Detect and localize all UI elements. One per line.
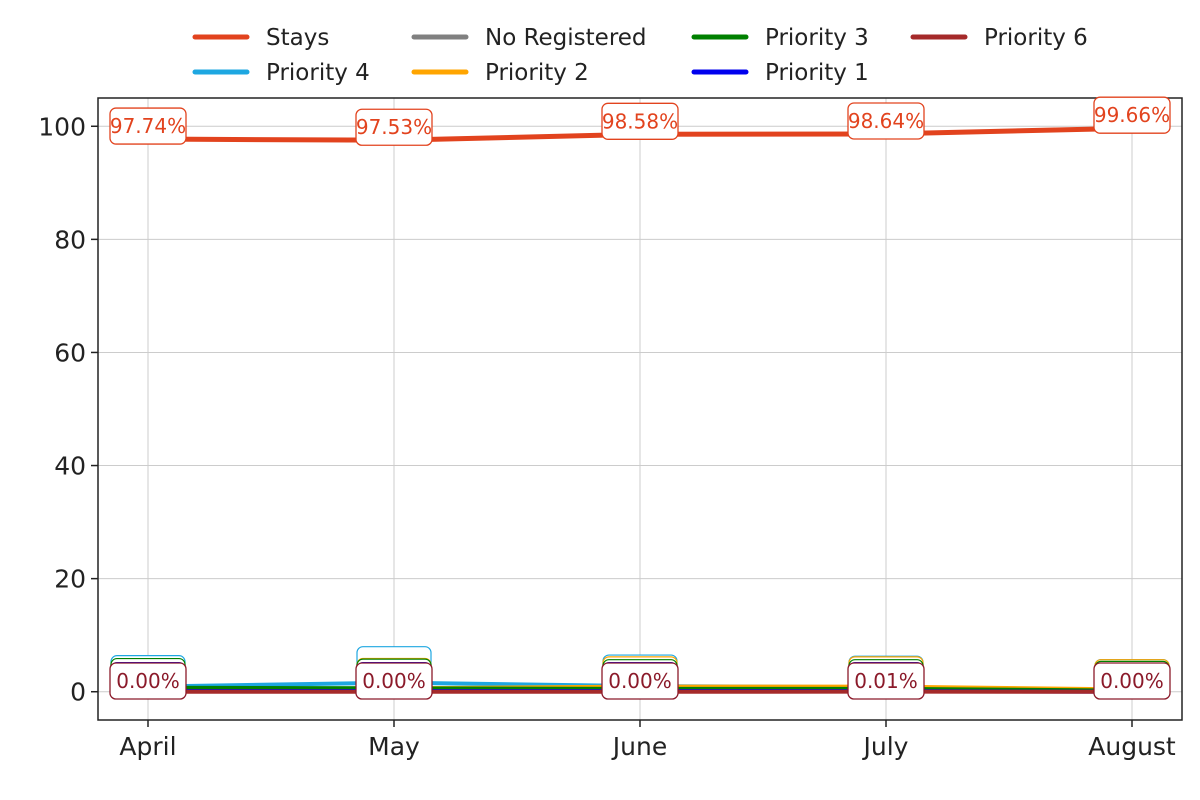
data-label-priority-6: 0.00% (1093, 662, 1171, 700)
y-tick-label: 0 (70, 678, 86, 707)
data-label-text: 0.01% (854, 669, 918, 693)
y-tick-label: 40 (54, 452, 86, 481)
data-label-stays: 99.66% (1093, 96, 1171, 134)
legend-item-priority-1: Priority 1 (691, 60, 869, 86)
data-label-text: 98.64% (848, 109, 924, 133)
data-labels: 97.74% 97.53% 98.58% 98.64% 99.66% 0.00% 0.00%… (109, 96, 1171, 700)
data-label-stays: 98.58% (601, 102, 679, 140)
label-box (355, 662, 433, 700)
data-label-text: 97.53% (356, 115, 432, 139)
legend-label: Priority 2 (485, 60, 589, 86)
label-box (601, 102, 679, 140)
data-label-text: 0.00% (116, 669, 180, 693)
x-axis: April May June July August (119, 720, 1176, 761)
legend-item-priority-6: Priority 6 (910, 25, 1088, 51)
legend-item-no-registered: No Registered (411, 25, 647, 51)
x-tick-label: May (368, 732, 420, 761)
y-axis: 0 20 40 60 80 100 (38, 112, 98, 707)
legend-label: Stays (266, 25, 329, 51)
x-tick-label: July (862, 732, 909, 761)
y-tick-label: 100 (38, 112, 86, 141)
data-label-text: 98.58% (602, 109, 678, 133)
legend-item-priority-4: Priority 4 (192, 60, 370, 86)
legend-label: Priority 6 (984, 25, 1088, 51)
data-label-priority-6: 0.01% (847, 662, 925, 700)
x-tick-label: April (119, 732, 176, 761)
data-label-stays: 98.64% (847, 102, 925, 140)
legend-label: No Registered (485, 25, 647, 51)
legend-item-stays: Stays (192, 25, 329, 51)
data-label-text: 0.00% (608, 669, 672, 693)
legend-label: Priority 3 (765, 25, 869, 51)
x-tick-label: August (1088, 732, 1176, 761)
data-label-stays: 97.53% (355, 108, 433, 146)
legend-label: Priority 4 (266, 60, 370, 86)
data-label-text: 0.00% (362, 669, 426, 693)
legend: Stays No Registered Priority 3 Priority 6 Pr… (192, 25, 1088, 86)
data-label-stays: 97.74% (109, 107, 187, 145)
label-box (1093, 96, 1171, 134)
y-tick-label: 20 (54, 565, 86, 594)
label-box (847, 102, 925, 140)
y-tick-label: 80 (54, 225, 86, 254)
label-box (1093, 662, 1171, 700)
data-label-text: 99.66% (1094, 103, 1170, 127)
label-box (109, 662, 187, 700)
x-tick-label: June (611, 732, 667, 761)
label-box (601, 662, 679, 700)
label-box (355, 108, 433, 146)
data-label-priority-6: 0.00% (355, 662, 433, 700)
data-label-text: 97.74% (110, 114, 186, 138)
y-tick-label: 60 (54, 338, 86, 367)
grid (98, 98, 1182, 720)
data-label-text: 0.00% (1100, 669, 1164, 693)
legend-item-priority-2: Priority 2 (411, 60, 589, 86)
data-label-priority-6: 0.00% (601, 662, 679, 700)
data-label-priority-6: 0.00% (109, 662, 187, 700)
legend-item-priority-3: Priority 3 (691, 25, 869, 51)
label-box (109, 107, 187, 145)
legend-label: Priority 1 (765, 60, 869, 86)
label-box (847, 662, 925, 700)
